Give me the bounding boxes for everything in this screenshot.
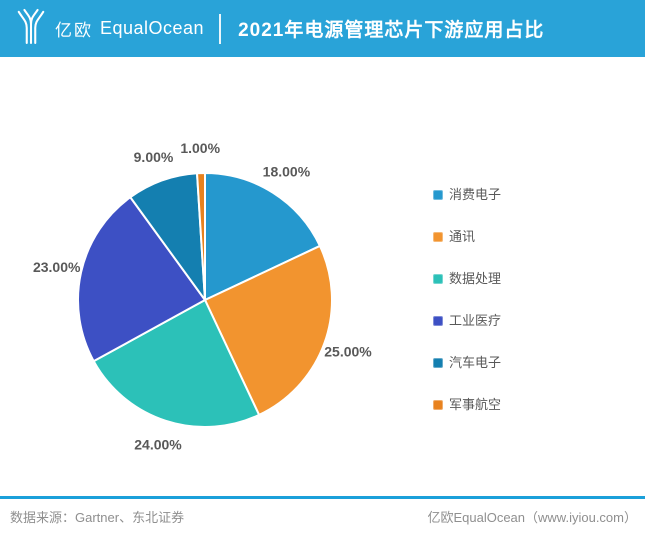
legend-item-data-processing[interactable]: 数据处理 — [433, 272, 501, 286]
legend-item-label: 消费电子 — [449, 187, 502, 202]
footer-credit-text: 亿欧EqualOcean（www.iyiou.com） — [427, 510, 637, 525]
brand-name-en: EqualOcean — [100, 18, 205, 38]
legend-swatch — [433, 232, 443, 242]
legend-swatch — [433, 400, 443, 410]
pie-slice-label-5: 1.00% — [180, 140, 220, 156]
pie-slice-0[interactable] — [204, 172, 321, 301]
equalocean-logo-icon — [14, 6, 48, 51]
legend-item-automotive-electronics[interactable]: 汽车电子 — [433, 356, 501, 370]
data-source-text: 数据来源：Gartner、东北证券 — [10, 510, 185, 525]
header-divider — [219, 13, 222, 44]
brand: 亿欧 EqualOcean — [14, 6, 204, 51]
legend-swatch — [433, 190, 443, 200]
legend-item-label: 工业医疗 — [449, 313, 502, 328]
legend-swatch — [433, 274, 443, 284]
pie-slice-1[interactable] — [204, 244, 333, 416]
brand-name-cn: 亿欧 — [55, 21, 93, 40]
header-bar: 亿欧 EqualOcean 2021年电源管理芯片下游应用占比 — [0, 0, 645, 57]
legend-item-label: 通讯 — [449, 229, 476, 244]
pie-slice-5[interactable] — [196, 171, 206, 301]
pie-slice-label-3: 23.00% — [33, 259, 81, 275]
legend-item-label: 汽车电子 — [449, 355, 502, 370]
legend-item-consumer-electronics[interactable]: 消费电子 — [433, 188, 501, 202]
page-title: 2021年电源管理芯片下游应用占比 — [238, 20, 545, 41]
legend-item-label: 数据处理 — [449, 271, 502, 286]
pie-slice-label-4: 9.00% — [134, 149, 174, 165]
legend-item-industrial-medical[interactable]: 工业医疗 — [433, 314, 501, 328]
legend-swatch — [433, 316, 443, 326]
pie-slice-label-1: 25.00% — [324, 344, 372, 360]
legend-swatch — [433, 358, 443, 368]
footer-divider-line — [0, 496, 645, 499]
pie-slice-2[interactable] — [92, 299, 261, 428]
pie-slice-label-0: 18.00% — [263, 164, 311, 180]
pie-slice-3[interactable] — [77, 196, 206, 363]
pie-slice-label-2: 24.00% — [134, 437, 182, 453]
legend-item-military-aviation[interactable]: 军事航空 — [433, 398, 501, 412]
legend-item-communications[interactable]: 通讯 — [433, 230, 475, 244]
legend-item-label: 军事航空 — [449, 397, 502, 412]
